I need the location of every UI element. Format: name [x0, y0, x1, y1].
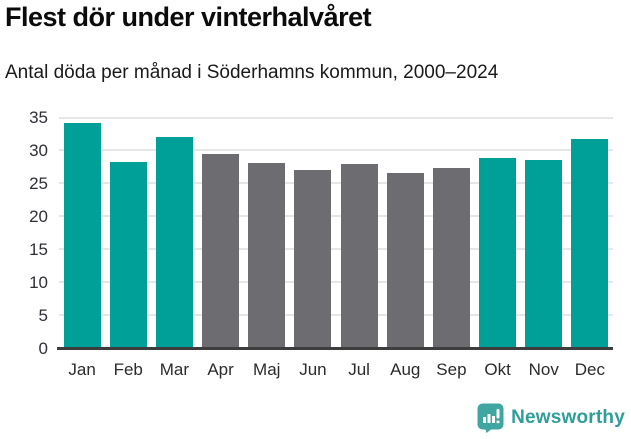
bar-mar — [155, 136, 193, 348]
x-axis-label-jul: Jul — [348, 360, 370, 379]
gridline-30 — [59, 149, 613, 152]
chart-subtitle: Antal döda per månad i Söderhamns kommun… — [5, 62, 499, 83]
y-axis-tick-label: 10 — [29, 272, 48, 292]
bar-apr — [202, 154, 240, 348]
x-axis-label-dec: Dec — [574, 360, 606, 379]
x-axis-label-jan: Jan — [68, 360, 96, 379]
y-axis-tick-label: 25 — [29, 173, 48, 193]
x-axis-label-jun: Jun — [299, 360, 327, 379]
bar-jan — [63, 123, 101, 348]
bar-jun — [294, 169, 332, 348]
x-axis-baseline — [57, 347, 613, 350]
x-axis-label-apr: Apr — [207, 360, 234, 379]
y-axis-tick-label: 35 — [29, 108, 48, 127]
x-axis-label-feb: Feb — [113, 360, 143, 379]
gridline-10 — [59, 281, 613, 284]
bar-jul — [340, 164, 378, 348]
bar-okt — [479, 158, 517, 348]
gridline-35 — [59, 116, 613, 119]
x-axis-label-aug: Aug — [390, 360, 421, 379]
bar-feb — [109, 162, 147, 348]
y-axis-tick-label: 5 — [38, 305, 48, 325]
newsworthy-logo[interactable]: Newsworthy — [477, 403, 625, 433]
y-axis-tick-label: 0 — [38, 338, 48, 358]
gridline-25 — [59, 182, 613, 185]
newsworthy-logo-icon — [477, 403, 504, 433]
y-axis-tick-label: 15 — [29, 239, 48, 259]
gridline-15 — [59, 248, 613, 251]
newsworthy-logo-text: Newsworthy — [511, 407, 625, 428]
x-axis-label-nov: Nov — [528, 360, 559, 379]
x-axis-label-mar: Mar — [159, 360, 190, 379]
x-axis-label-okt: Okt — [484, 360, 511, 379]
y-axis-tick-label: 30 — [29, 140, 48, 160]
x-axis-label-sep: Sep — [436, 360, 467, 379]
gridline-5 — [59, 314, 613, 317]
bar-sep — [432, 168, 470, 348]
bar-dec — [571, 138, 609, 348]
x-axis-label-maj: Maj — [253, 360, 281, 379]
y-axis-tick-label: 20 — [29, 206, 48, 226]
bar-aug — [386, 173, 424, 348]
bar-maj — [248, 162, 286, 348]
bar-nov — [525, 160, 563, 348]
gridline-20 — [59, 215, 613, 218]
chart-title: Flest dör under vinterhalvåret — [5, 2, 372, 32]
